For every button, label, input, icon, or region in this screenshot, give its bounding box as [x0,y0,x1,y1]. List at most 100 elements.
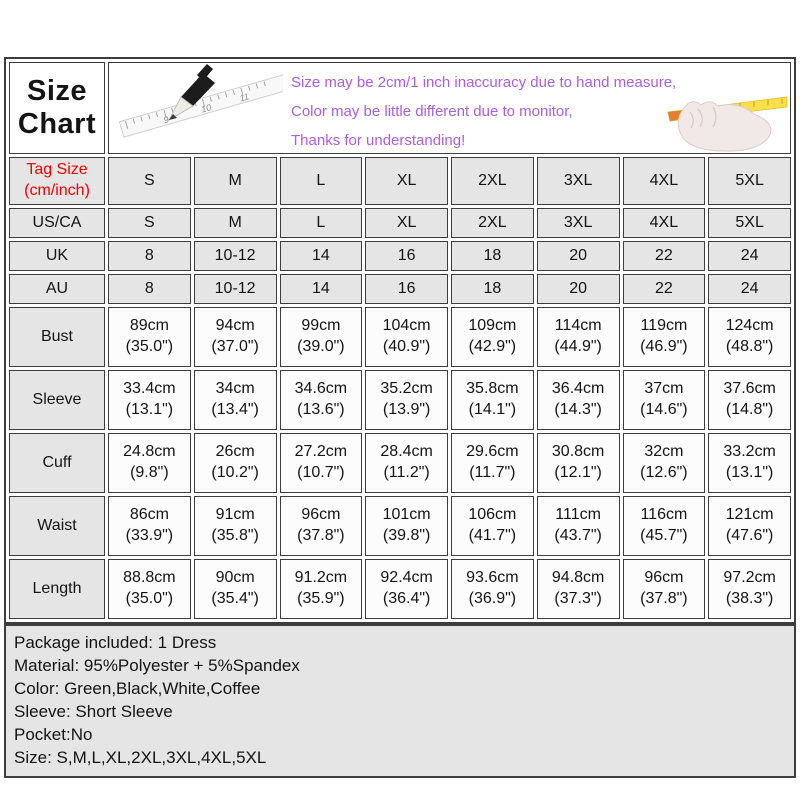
cell-bust-5: 114cm (44.9") [536,307,620,367]
cell-waist-3: 101cm (39.8") [365,496,448,556]
cell-length-1: 90cm (35.4") [193,559,277,619]
table-row-length: Length 88.8cm (35.0") 90cm (35.4") 91.2cm (… [9,559,791,619]
cell-bust-6: 119cm (46.9") [622,307,706,367]
cell-bust-7: 124cm (48.8") [708,307,791,367]
info-package: Package included: 1 Dress [14,633,217,652]
cell-tag-size-0: S [108,157,191,205]
info-color: Color: Green,Black,White,Coffee [14,679,261,698]
cell-us-ca-3: XL [365,208,448,238]
svg-text:10: 10 [200,102,212,114]
row-label-au: AU [9,274,105,304]
cell-length-2: 91.2cm (35.9") [279,559,363,619]
row-label-cuff: Cuff [9,433,105,493]
cell-us-ca-1: M [193,208,277,238]
cell-sleeve-7: 37.6cm (14.8") [708,370,791,430]
cell-waist-1: 91cm (35.8") [193,496,277,556]
svg-text:11: 11 [238,91,250,103]
cell-uk-4: 18 [451,241,534,271]
cell-length-3: 92.4cm (36.4") [365,559,448,619]
cell-bust-0: 89cm (35.0") [108,307,191,367]
info-sleeve: Sleeve: Short Sleeve [14,702,173,721]
table-row-sleeve: Sleeve 33.4cm (13.1") 34cm (13.4") 34.6cm (… [9,370,791,430]
cell-cuff-1: 26cm (10.2") [193,433,277,493]
cell-au-4: 18 [451,274,534,304]
cell-sleeve-0: 33.4cm (13.1") [108,370,191,430]
note-line-2: Color may be little different due to mon… [291,103,573,120]
cell-au-2: 14 [279,274,363,304]
table-row-cuff: Cuff 24.8cm (9.8") 26cm (10.2") 27.2cm (10.… [9,433,791,493]
product-info-box: Package included: 1 Dress Material: 95%P… [4,624,796,778]
cell-bust-4: 109cm (42.9") [451,307,534,367]
cell-tag-size-1: M [193,157,277,205]
table-row-us-ca: US/CA S M L XL 2XL 3XL 4XL 5XL [9,208,791,238]
cell-waist-4: 106cm (41.7") [451,496,534,556]
cell-tag-size-7: 5XL [708,157,791,205]
cell-us-ca-6: 4XL [622,208,706,238]
cell-au-7: 24 [708,274,791,304]
cell-bust-1: 94cm (37.0") [193,307,277,367]
page-title: Size Chart [9,62,105,154]
cell-length-4: 93.6cm (36.9") [451,559,534,619]
cell-sleeve-6: 37cm (14.6") [622,370,706,430]
info-size: Size: S,M,L,XL,2XL,3XL,4XL,5XL [14,748,267,767]
cell-length-6: 96cm (37.8") [622,559,706,619]
cell-uk-2: 14 [279,241,363,271]
cell-us-ca-7: 5XL [708,208,791,238]
cell-cuff-7: 33.2cm (13.1") [708,433,791,493]
cell-uk-1: 10-12 [193,241,277,271]
cell-tag-size-3: XL [365,157,448,205]
cell-cuff-6: 32cm (12.6") [622,433,706,493]
cell-bust-2: 99cm (39.0") [279,307,363,367]
cell-us-ca-5: 3XL [536,208,620,238]
cell-au-6: 22 [622,274,706,304]
cell-waist-2: 96cm (37.8") [279,496,363,556]
disclaimer-notes: Size may be 2cm/1 inch inaccuracy due to… [291,68,677,153]
cell-bust-3: 104cm (40.9") [365,307,448,367]
pencil-ruler-icon: 9 10 11 [118,64,283,138]
cell-tag-size-6: 4XL [622,157,706,205]
row-label-tag-size: Tag Size (cm/inch) [9,157,105,205]
row-label-length: Length [9,559,105,619]
cell-waist-5: 111cm (43.7") [536,496,620,556]
note-line-3: Thanks for understanding! [291,132,466,149]
row-label-waist: Waist [9,496,105,556]
cell-us-ca-2: L [279,208,363,238]
cell-uk-6: 22 [622,241,706,271]
cell-length-0: 88.8cm (35.0") [108,559,191,619]
cell-sleeve-5: 36.4cm (14.3") [536,370,620,430]
cell-cuff-4: 29.6cm (11.7") [451,433,534,493]
cell-sleeve-1: 34cm (13.4") [193,370,277,430]
cell-au-5: 20 [536,274,620,304]
cell-waist-0: 86cm (33.9") [108,496,191,556]
cell-au-0: 8 [108,274,191,304]
cell-cuff-0: 24.8cm (9.8") [108,433,191,493]
cell-us-ca-0: S [108,208,191,238]
cell-au-3: 16 [365,274,448,304]
cell-uk-3: 16 [365,241,448,271]
table-row-au: AU 8 10-12 14 16 18 20 22 24 [9,274,791,304]
cell-length-5: 94.8cm (37.3") [536,559,620,619]
cell-tag-size-2: L [279,157,363,205]
cell-us-ca-4: 2XL [451,208,534,238]
svg-text:9: 9 [162,114,170,125]
info-pocket: Pocket:No [14,725,93,744]
table-row-uk: UK 8 10-12 14 16 18 20 22 24 [9,241,791,271]
note-line-1: Size may be 2cm/1 inch inaccuracy due to… [291,74,677,91]
cell-uk-7: 24 [708,241,791,271]
cell-uk-0: 8 [108,241,191,271]
cell-cuff-2: 27.2cm (10.7") [279,433,363,493]
cell-uk-5: 20 [536,241,620,271]
table-row-bust: Bust 89cm (35.0") 94cm (37.0") 99cm (39.0")… [9,307,791,367]
cell-cuff-5: 30.8cm (12.1") [536,433,620,493]
hand-measuring-tape-icon [667,96,788,152]
cell-au-1: 10-12 [193,274,277,304]
cell-tag-size-5: 3XL [536,157,620,205]
cell-sleeve-2: 34.6cm (13.6") [279,370,363,430]
row-label-bust: Bust [9,307,105,367]
table-row-waist: Waist 86cm (33.9") 91cm (35.8") 96cm (37.8"… [9,496,791,556]
info-material: Material: 95%Polyester + 5%Spandex [14,656,300,675]
cell-tag-size-4: 2XL [451,157,534,205]
cell-cuff-3: 28.4cm (11.2") [365,433,448,493]
cell-waist-6: 116cm (45.7") [622,496,706,556]
size-chart-page: Size Chart [4,57,796,778]
